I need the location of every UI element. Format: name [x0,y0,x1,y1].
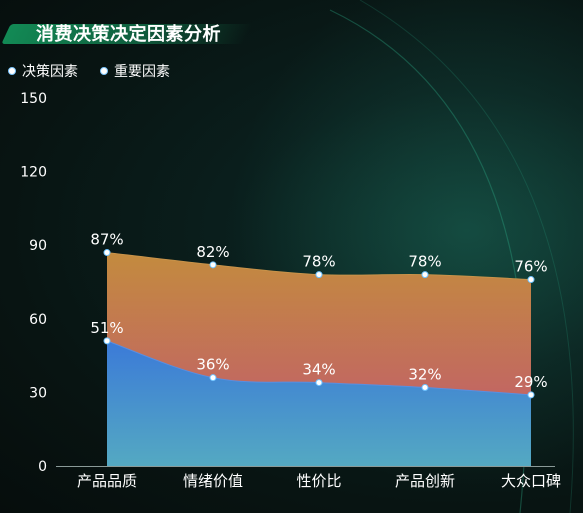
chart-data-labels: 51% 36% 34% 32% 29% 87% 82% 78% 78% 76% [90,231,547,391]
data-label-series-1: 36% [196,356,229,374]
data-point-series-2[interactable] [209,261,217,269]
y-tick-label: 120 [20,165,47,181]
y-tick-label: 90 [29,238,47,254]
data-label-series-1: 29% [514,373,547,391]
x-tick-label: 产品创新 [395,472,455,490]
y-tick-label: 0 [38,459,47,475]
chart-title: 消费决策决定因素分析 [36,24,221,45]
y-tick-label: 30 [29,385,47,401]
chart-areas [106,252,532,466]
x-tick-label: 性价比 [296,472,341,490]
data-point-series-1[interactable] [315,379,323,387]
x-tick-label: 情绪价值 [183,472,243,490]
chart-title-bar: 消费决策决定因素分析 [1,20,253,45]
data-point-series-1[interactable] [527,391,535,399]
legend-marker-series-2 [100,67,108,75]
legend-label-series-2: 重要因素 [114,64,170,80]
chart-points [103,249,535,399]
data-point-series-1[interactable] [103,337,111,345]
legend-item-series-1[interactable]: 决策因素 [8,61,78,81]
data-label-series-1: 34% [302,361,335,379]
y-tick-label: 150 [20,91,47,107]
x-tick-label: 大众口碑 [501,472,561,490]
y-tick-label: 60 [29,312,47,328]
data-label-series-1: 32% [408,365,441,383]
legend-item-series-2[interactable]: 重要因素 [100,61,170,81]
legend-marker-series-1 [8,67,16,75]
area-series-1 [107,340,531,466]
legend-label-series-1: 决策因素 [22,64,78,80]
data-label-series-2: 76% [514,258,547,276]
data-point-series-2[interactable] [103,249,111,257]
data-label-series-2: 78% [408,253,441,271]
data-point-series-2[interactable] [315,271,323,279]
x-tick-label: 产品品质 [77,472,137,490]
data-point-series-1[interactable] [421,383,429,391]
x-axis: 产品品质 情绪价值 性价比 产品创新 大众口碑 [56,466,561,490]
data-point-series-1[interactable] [209,374,217,382]
data-label-series-1: 51% [90,319,123,337]
data-label-series-2: 87% [90,231,123,249]
data-point-series-2[interactable] [527,276,535,284]
data-point-series-2[interactable] [421,271,429,279]
y-axis: 0 30 60 90 120 150 [20,91,47,475]
data-label-series-2: 78% [302,253,335,271]
data-label-series-2: 82% [196,243,229,261]
